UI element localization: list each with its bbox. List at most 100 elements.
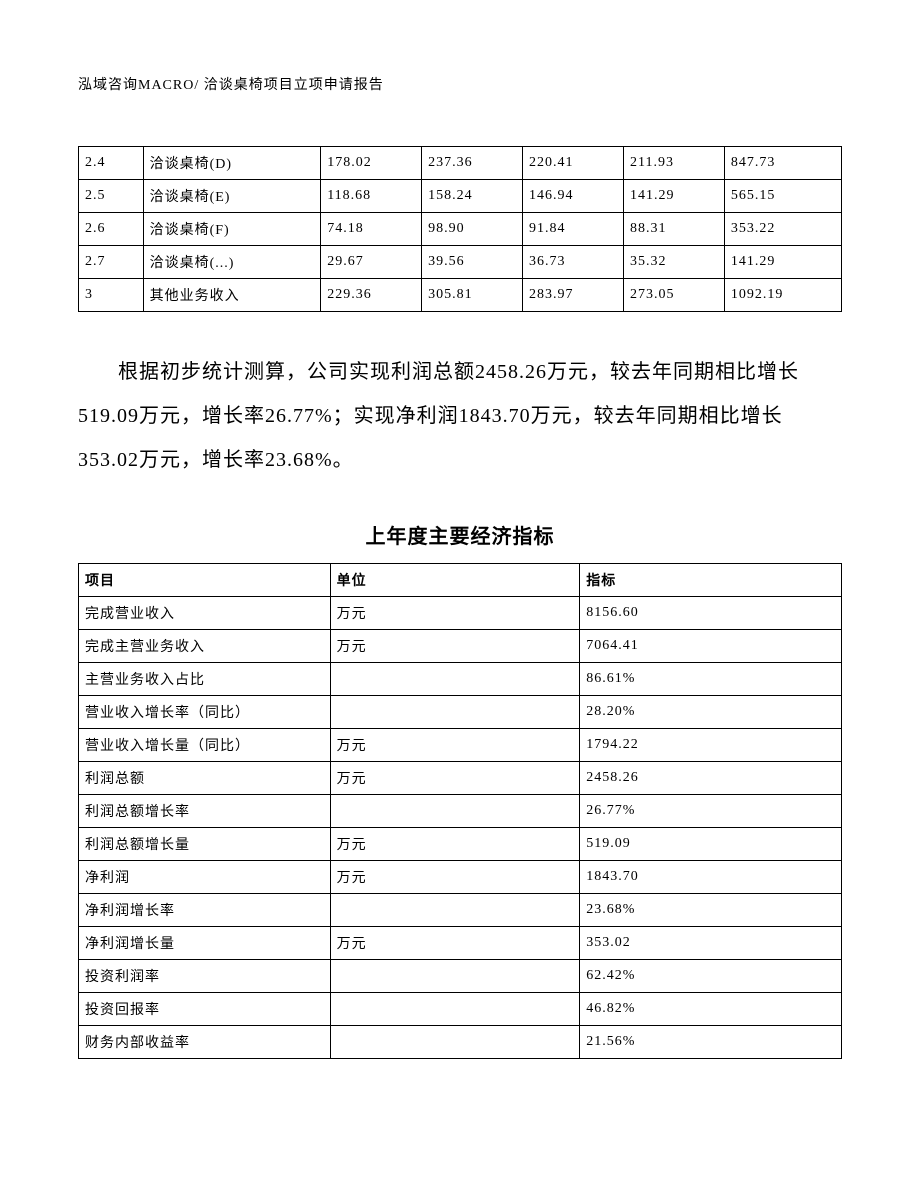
table-cell — [330, 696, 580, 729]
table-cell — [330, 1026, 580, 1059]
table-cell: 完成营业收入 — [79, 597, 331, 630]
table-cell: 万元 — [330, 861, 580, 894]
table-cell: 净利润 — [79, 861, 331, 894]
table-row: 完成主营业务收入万元7064.41 — [79, 630, 842, 663]
table-cell: 3 — [79, 279, 144, 312]
page-header: 泓域咨询MACRO/ 洽谈桌椅项目立项申请报告 — [78, 74, 842, 94]
table-cell: 229.36 — [321, 279, 422, 312]
table-cell — [330, 894, 580, 927]
table-row: 主营业务收入占比 86.61% — [79, 663, 842, 696]
table-cell: 万元 — [330, 597, 580, 630]
table-cell — [330, 993, 580, 1026]
table-cell: 投资利润率 — [79, 960, 331, 993]
table-cell — [330, 960, 580, 993]
table-row: 投资回报率 46.82% — [79, 993, 842, 1026]
table-row: 3其他业务收入229.36305.81283.97273.051092.19 — [79, 279, 842, 312]
table-cell: 29.67 — [321, 246, 422, 279]
table-cell: 利润总额增长量 — [79, 828, 331, 861]
table-row: 营业收入增长率（同比） 28.20% — [79, 696, 842, 729]
table-cell: 1843.70 — [580, 861, 842, 894]
summary-paragraph: 根据初步统计测算，公司实现利润总额2458.26万元，较去年同期相比增长519.… — [78, 350, 842, 482]
table-cell: 39.56 — [422, 246, 523, 279]
header-unit: 单位 — [330, 564, 580, 597]
table-row: 净利润增长率 23.68% — [79, 894, 842, 927]
header-value: 指标 — [580, 564, 842, 597]
table-cell: 2458.26 — [580, 762, 842, 795]
table-cell: 847.73 — [724, 147, 841, 180]
table-cell: 万元 — [330, 630, 580, 663]
table-cell: 237.36 — [422, 147, 523, 180]
table-cell: 26.77% — [580, 795, 842, 828]
table-cell: 其他业务收入 — [143, 279, 321, 312]
table-cell: 141.29 — [623, 180, 724, 213]
table-cell: 万元 — [330, 762, 580, 795]
table-cell: 主营业务收入占比 — [79, 663, 331, 696]
table-cell — [330, 663, 580, 696]
table-cell: 1794.22 — [580, 729, 842, 762]
table-cell: 营业收入增长率（同比） — [79, 696, 331, 729]
table-row: 净利润增长量万元353.02 — [79, 927, 842, 960]
table-cell: 36.73 — [523, 246, 624, 279]
table-cell: 46.82% — [580, 993, 842, 1026]
table-cell: 178.02 — [321, 147, 422, 180]
table-cell: 91.84 — [523, 213, 624, 246]
table-cell: 158.24 — [422, 180, 523, 213]
table-row: 利润总额万元2458.26 — [79, 762, 842, 795]
table-row: 2.7洽谈桌椅(...)29.6739.5636.7335.32141.29 — [79, 246, 842, 279]
table-row: 利润总额增长量万元519.09 — [79, 828, 842, 861]
table-cell: 洽谈桌椅(F) — [143, 213, 321, 246]
table-row: 净利润万元1843.70 — [79, 861, 842, 894]
table-cell: 141.29 — [724, 246, 841, 279]
table-row: 2.4洽谈桌椅(D)178.02237.36220.41211.93847.73 — [79, 147, 842, 180]
indicators-header-row: 项目 单位 指标 — [79, 564, 842, 597]
table-cell: 营业收入增长量（同比） — [79, 729, 331, 762]
table-cell: 353.22 — [724, 213, 841, 246]
table-cell: 万元 — [330, 828, 580, 861]
table-cell: 211.93 — [623, 147, 724, 180]
table-cell: 2.4 — [79, 147, 144, 180]
table-cell: 万元 — [330, 927, 580, 960]
table-cell: 洽谈桌椅(...) — [143, 246, 321, 279]
table-cell: 21.56% — [580, 1026, 842, 1059]
table-cell: 88.31 — [623, 213, 724, 246]
table-cell: 万元 — [330, 729, 580, 762]
table-cell: 洽谈桌椅(E) — [143, 180, 321, 213]
table-cell: 8156.60 — [580, 597, 842, 630]
table-cell: 98.90 — [422, 213, 523, 246]
table-cell: 86.61% — [580, 663, 842, 696]
table-cell: 220.41 — [523, 147, 624, 180]
table-cell: 305.81 — [422, 279, 523, 312]
table-cell: 146.94 — [523, 180, 624, 213]
table-row: 完成营业收入万元8156.60 — [79, 597, 842, 630]
table-cell: 利润总额增长率 — [79, 795, 331, 828]
table-cell: 23.68% — [580, 894, 842, 927]
table-row: 2.6洽谈桌椅(F)74.1898.9091.8488.31353.22 — [79, 213, 842, 246]
table-cell: 洽谈桌椅(D) — [143, 147, 321, 180]
table-cell: 投资回报率 — [79, 993, 331, 1026]
table-row: 利润总额增长率 26.77% — [79, 795, 842, 828]
table-cell: 283.97 — [523, 279, 624, 312]
table-cell: 7064.41 — [580, 630, 842, 663]
table-cell: 62.42% — [580, 960, 842, 993]
table-cell: 净利润增长率 — [79, 894, 331, 927]
table-cell: 519.09 — [580, 828, 842, 861]
table-cell: 2.7 — [79, 246, 144, 279]
table-cell: 28.20% — [580, 696, 842, 729]
table-cell: 2.6 — [79, 213, 144, 246]
table-cell: 完成主营业务收入 — [79, 630, 331, 663]
table-cell: 353.02 — [580, 927, 842, 960]
table-cell: 565.15 — [724, 180, 841, 213]
table-cell: 净利润增长量 — [79, 927, 331, 960]
table-cell: 118.68 — [321, 180, 422, 213]
table-cell: 273.05 — [623, 279, 724, 312]
table-row: 投资利润率 62.42% — [79, 960, 842, 993]
table-cell: 74.18 — [321, 213, 422, 246]
table-row: 2.5洽谈桌椅(E)118.68158.24146.94141.29565.15 — [79, 180, 842, 213]
table-cell: 财务内部收益率 — [79, 1026, 331, 1059]
header-project: 项目 — [79, 564, 331, 597]
table-cell: 利润总额 — [79, 762, 331, 795]
table-cell: 2.5 — [79, 180, 144, 213]
table-cell — [330, 795, 580, 828]
indicators-table: 项目 单位 指标 完成营业收入万元8156.60完成主营业务收入万元7064.4… — [78, 563, 842, 1059]
revenue-breakdown-table: 2.4洽谈桌椅(D)178.02237.36220.41211.93847.73… — [78, 146, 842, 312]
